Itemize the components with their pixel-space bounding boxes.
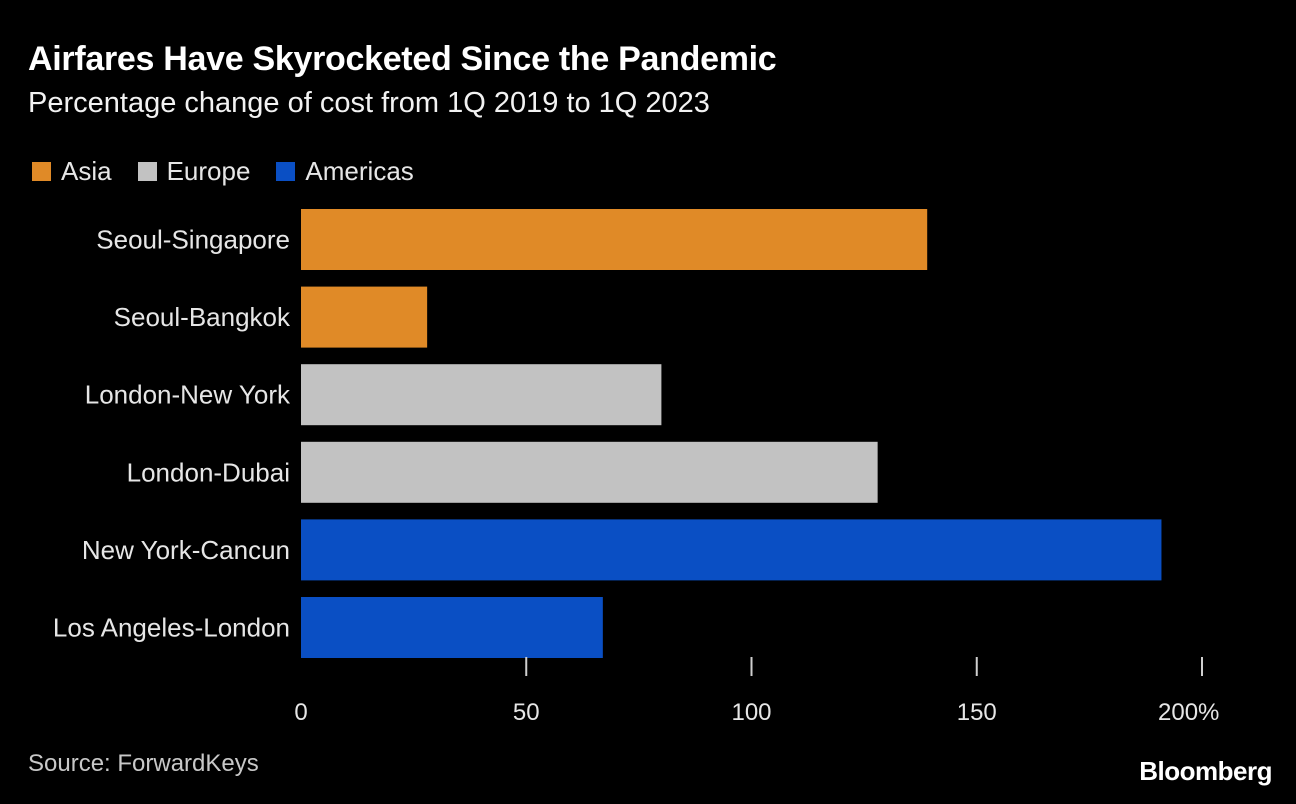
legend-label-europe: Europe bbox=[166, 156, 251, 186]
bar-los-angeles-london bbox=[301, 597, 603, 658]
legend-item-europe: Europe bbox=[137, 156, 251, 187]
legend-swatch-americas bbox=[276, 162, 296, 181]
legend-label-asia: Asia bbox=[61, 156, 112, 186]
source-note: Source: ForwardKeys bbox=[28, 750, 259, 777]
chart-subtitle: Percentage change of cost from 1Q 2019 t… bbox=[28, 87, 710, 119]
category-label-new-york-cancun: New York-Cancun bbox=[82, 535, 290, 565]
category-label-london-new-york: London-New York bbox=[85, 380, 291, 410]
bar-london-new-york bbox=[301, 364, 662, 426]
category-label-los-angeles-london: Los Angeles-London bbox=[53, 613, 290, 643]
legend-label-americas: Americas bbox=[305, 156, 414, 186]
legend: Asia Europe Americas bbox=[32, 156, 440, 187]
category-label-seoul-bangkok: Seoul-Bangkok bbox=[114, 302, 291, 332]
chart-title: Airfares Have Skyrocketed Since the Pand… bbox=[28, 40, 777, 78]
category-label-seoul-singapore: Seoul-Singapore bbox=[96, 225, 290, 255]
x-tick-label-100: 100 bbox=[731, 699, 771, 726]
legend-swatch-asia bbox=[32, 162, 51, 181]
bar-seoul-bangkok bbox=[301, 286, 428, 348]
category-label-london-dubai: London-Dubai bbox=[127, 457, 290, 487]
x-tick-label-50: 50 bbox=[513, 699, 540, 726]
legend-item-asia: Asia bbox=[32, 156, 112, 187]
bloomberg-logo: Bloomberg bbox=[1139, 756, 1272, 786]
x-tick-label-200: 200% bbox=[1158, 699, 1219, 726]
legend-item-americas: Americas bbox=[276, 156, 414, 187]
legend-swatch-europe bbox=[137, 162, 157, 181]
bar-london-dubai bbox=[301, 441, 878, 503]
x-tick-label-0: 0 bbox=[294, 699, 307, 726]
x-tick-label-150: 150 bbox=[957, 699, 997, 726]
bar-seoul-singapore bbox=[301, 209, 928, 270]
bar-new-york-cancun bbox=[301, 519, 1162, 581]
